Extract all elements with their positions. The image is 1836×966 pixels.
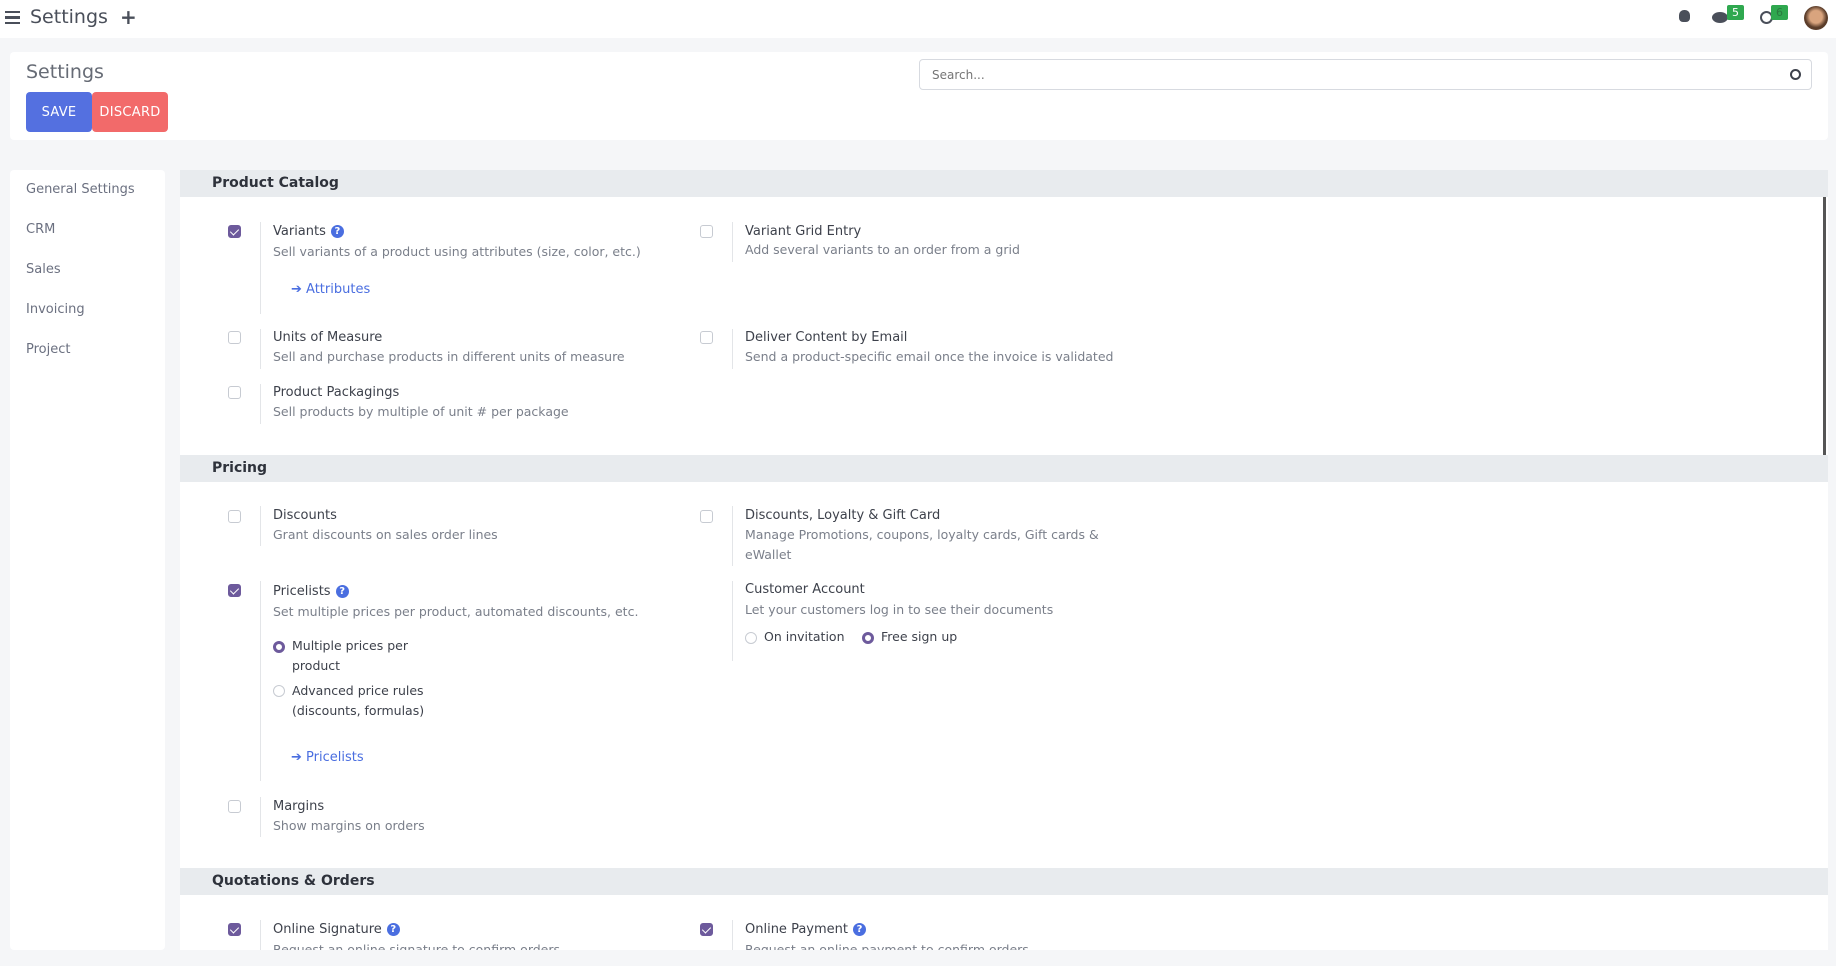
uom-checkbox[interactable] xyxy=(228,331,241,344)
divider xyxy=(260,581,261,781)
divider xyxy=(732,506,733,566)
uom-title: Units of Measure xyxy=(273,330,383,345)
online-signature-desc: Request an online signature to confirm o… xyxy=(273,942,561,950)
top-navbar: Settings + 5 6 xyxy=(0,0,1836,38)
free-signup-radio[interactable] xyxy=(862,632,874,644)
settings-panel xyxy=(180,170,1828,950)
save-button[interactable]: SAVE xyxy=(26,92,92,132)
margins-desc: Show margins on orders xyxy=(273,818,425,833)
page-title: Settings xyxy=(26,61,104,83)
attributes-link[interactable]: ➔ Attributes xyxy=(291,282,370,297)
sidebar-item-general-settings[interactable]: General Settings xyxy=(26,182,135,197)
loyalty-checkbox[interactable] xyxy=(700,510,713,523)
advanced-rules-label: Advanced price rules (discounts, formulas… xyxy=(292,683,425,718)
plus-icon[interactable]: + xyxy=(120,5,137,29)
divider xyxy=(260,506,261,546)
pricelists-desc: Set multiple prices per product, automat… xyxy=(273,604,639,619)
pricelists-link[interactable]: ➔ Pricelists xyxy=(291,750,364,765)
chat-count-badge: 5 xyxy=(1727,5,1744,20)
loyalty-desc-line2: eWallet xyxy=(745,547,792,562)
chat-icon[interactable] xyxy=(1712,12,1728,23)
multiple-prices-label: Multiple prices per product xyxy=(292,638,408,673)
divider xyxy=(260,384,261,424)
divider xyxy=(260,329,261,369)
search-icon[interactable] xyxy=(1790,69,1801,80)
online-payment-label: Online Payment xyxy=(745,922,848,937)
packagings-desc: Sell products by multiple of unit # per … xyxy=(273,404,569,419)
online-payment-desc: Request an online payment to confirm ord… xyxy=(745,942,1029,950)
divider xyxy=(260,920,261,950)
activity-count-badge: 6 xyxy=(1771,5,1788,20)
section-quotations-orders: Quotations & Orders xyxy=(180,868,1828,895)
deliver-content-title: Deliver Content by Email xyxy=(745,330,908,345)
variant-grid-desc: Add several variants to an order from a … xyxy=(745,242,1020,257)
packagings-title: Product Packagings xyxy=(273,385,400,400)
divider xyxy=(732,329,733,369)
online-signature-checkbox[interactable] xyxy=(228,923,241,936)
control-panel: Settings SAVE DISCARD xyxy=(10,52,1828,140)
sidebar-item-sales[interactable]: Sales xyxy=(26,262,61,277)
pricelists-link-label: Pricelists xyxy=(306,750,364,765)
help-icon[interactable]: ? xyxy=(386,923,400,936)
divider xyxy=(732,581,733,661)
deliver-content-checkbox[interactable] xyxy=(700,331,713,344)
on-invitation-label: On invitation xyxy=(764,629,845,644)
search-input[interactable] xyxy=(919,59,1812,90)
attributes-link-label: Attributes xyxy=(306,282,371,297)
online-signature-label: Online Signature xyxy=(273,922,382,937)
free-signup-label: Free sign up xyxy=(881,629,958,644)
arrow-right-icon: ➔ xyxy=(291,750,302,765)
pricelists-checkbox[interactable] xyxy=(228,584,241,597)
pricelists-title: Pricelists? xyxy=(273,584,349,599)
variants-desc: Sell variants of a product using attribu… xyxy=(273,244,641,259)
on-invitation-radio[interactable] xyxy=(745,632,757,644)
uom-desc: Sell and purchase products in different … xyxy=(273,349,625,364)
arrow-right-icon: ➔ xyxy=(291,282,302,297)
help-icon[interactable]: ? xyxy=(852,923,866,936)
loyalty-title: Discounts, Loyalty & Gift Card xyxy=(745,508,941,523)
customer-account-title: Customer Account xyxy=(745,582,865,597)
divider xyxy=(732,222,733,262)
margins-title: Margins xyxy=(273,799,325,814)
sidebar-item-project[interactable]: Project xyxy=(26,342,71,357)
section-pricing: Pricing xyxy=(180,455,1828,482)
scrollbar[interactable] xyxy=(1823,172,1826,482)
loyalty-desc-line1: Manage Promotions, coupons, loyalty card… xyxy=(745,527,1099,542)
sidebar-item-crm[interactable]: CRM xyxy=(26,222,56,237)
user-avatar[interactable] xyxy=(1804,6,1828,30)
variants-label: Variants xyxy=(273,224,326,239)
packagings-checkbox[interactable] xyxy=(228,386,241,399)
help-icon[interactable]: ? xyxy=(335,585,349,598)
online-payment-title: Online Payment? xyxy=(745,922,866,937)
margins-checkbox[interactable] xyxy=(228,800,241,813)
advanced-rules-radio[interactable] xyxy=(273,685,285,697)
loyalty-desc: Manage Promotions, coupons, loyalty card… xyxy=(745,525,1099,565)
discounts-checkbox[interactable] xyxy=(228,510,241,523)
variant-grid-checkbox[interactable] xyxy=(700,225,713,238)
variant-grid-title: Variant Grid Entry xyxy=(745,224,862,239)
app-title: Settings xyxy=(30,6,108,28)
pricelists-label: Pricelists xyxy=(273,584,331,599)
discounts-title: Discounts xyxy=(273,508,337,523)
menu-icon[interactable] xyxy=(5,11,20,24)
bug-icon[interactable] xyxy=(1679,10,1690,22)
multiple-prices-radio[interactable] xyxy=(273,641,285,653)
online-signature-title: Online Signature? xyxy=(273,922,400,937)
discounts-desc: Grant discounts on sales order lines xyxy=(273,527,498,542)
customer-account-desc: Let your customers log in to see their d… xyxy=(745,602,1054,617)
divider xyxy=(732,920,733,950)
deliver-content-desc: Send a product-specific email once the i… xyxy=(745,349,1114,364)
sidebar-item-invoicing[interactable]: Invoicing xyxy=(26,302,85,317)
divider xyxy=(260,222,261,314)
sidebar xyxy=(10,170,165,950)
divider xyxy=(260,797,261,837)
variants-checkbox[interactable] xyxy=(228,225,241,238)
variants-title: Variants? xyxy=(273,224,344,239)
help-icon[interactable]: ? xyxy=(330,225,344,238)
discard-button[interactable]: DISCARD xyxy=(92,92,168,132)
section-product-catalog: Product Catalog xyxy=(180,170,1828,197)
online-payment-checkbox[interactable] xyxy=(700,923,713,936)
quotations-content: Online Signature? Request an online sign… xyxy=(180,895,1828,950)
